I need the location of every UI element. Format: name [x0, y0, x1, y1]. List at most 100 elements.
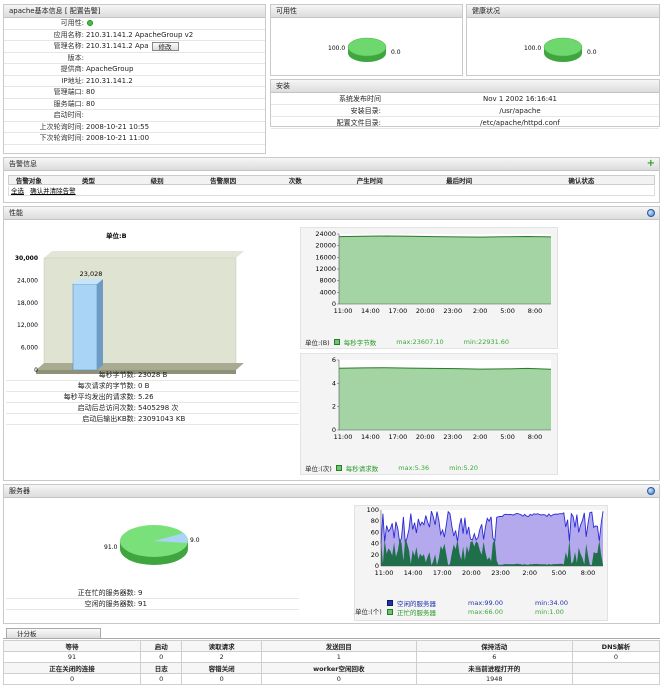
- busy-max-label: max:66.00: [468, 608, 503, 616]
- health-pie: 100.0 0.0: [524, 37, 597, 62]
- install-key: 配置文件目录:: [336, 119, 381, 127]
- basic-info-key: 管理端口:: [53, 88, 84, 96]
- install-key: 安装目录:: [350, 107, 381, 115]
- busy-series-area: [381, 538, 603, 566]
- zoom-icon[interactable]: [647, 209, 655, 217]
- basic-info-value: 80: [84, 99, 265, 110]
- bar-unit-label: 单位:B: [106, 231, 127, 240]
- server-x-tick-label: 20:00: [462, 569, 481, 577]
- basic-info-key: 应用名称:: [53, 30, 84, 39]
- alarm-title: 告警信息: [4, 158, 659, 171]
- basic-info-value-text: 80: [86, 99, 95, 108]
- alarm-actions: 全选 确认并清除告警: [8, 186, 655, 196]
- basic-info-key: 可用性:: [60, 19, 84, 27]
- idle-min-label: min:34.00: [534, 599, 569, 607]
- alarm-column-header[interactable]: 最后时间: [446, 177, 473, 185]
- server-y-tick-label: 60: [371, 528, 379, 536]
- performance-stat-value: 23028 B: [138, 371, 168, 379]
- server-stat-key: 正在忙的服务器数:: [77, 589, 136, 597]
- basic-info-value-text: 210.31.141.2 ApacheGroup v2: [86, 30, 194, 39]
- basic-info-key: 版本:: [67, 53, 84, 62]
- scoreboard-tab[interactable]: 计分板: [6, 628, 101, 638]
- bytes-legend-label: 每秒字节数: [343, 339, 377, 347]
- alarm-column-header[interactable]: 级别: [150, 177, 164, 185]
- scoreboard-value-cell: [571, 673, 661, 685]
- scoreboard-header-cell: DNS解析: [571, 640, 661, 652]
- bar-y-tick-label: 6,000: [21, 345, 38, 352]
- basic-info-row: 管理端口: 80: [4, 87, 265, 99]
- performance-stat-row: 每次请求的字节数: 0 B: [6, 381, 299, 392]
- scoreboard-value-cell: 1948: [415, 673, 573, 685]
- requests-legend-checkbox[interactable]: [335, 465, 342, 471]
- basic-info-key: 上次轮询时间:: [39, 122, 84, 131]
- alarm-column-header[interactable]: 告警对象: [15, 177, 42, 185]
- y-tick-label: 8000: [319, 277, 336, 285]
- x-tick-label: 20:00: [416, 307, 435, 315]
- alarm-column-header[interactable]: 告警原因: [210, 177, 237, 185]
- bytes-legend-checkbox[interactable]: [333, 339, 340, 345]
- server-area-chart-box: 100 80 60 40 20 0 11:00 14:00 17:00 20:00 23:00 2:0…: [354, 505, 608, 621]
- alarm-column-header[interactable]: 确认状态: [568, 177, 595, 185]
- bytes-max-label: max:23607.10: [396, 338, 444, 346]
- idle-max-label: max:99.00: [468, 599, 503, 607]
- basic-info-key: 启动时间:: [53, 111, 84, 119]
- install-value: Nov 1 2002 16:16:41: [482, 95, 558, 103]
- basic-info-value: 2008-10-21 10:55: [84, 122, 265, 133]
- server-area-chart: 100 80 60 40 20 011:00 14:00 17:00 20:00 23:00 2:0…: [367, 506, 604, 577]
- bytes-bar-chart: 单位:B 30,000 24,000 18,000 12,000 6,000 0 23,0…: [15, 231, 244, 374]
- idle-legend-checkbox[interactable]: [387, 600, 393, 606]
- confirm-clear-link[interactable]: 确认并清除告警: [30, 187, 76, 195]
- idle-series-area: [381, 511, 603, 566]
- y-tick-label: 4000: [319, 288, 336, 296]
- basic-info-row: 管理名称: 210.31.141.2 Apa 修改: [4, 41, 265, 53]
- y-tick-label: 12000: [315, 265, 336, 273]
- x-tick-label: 5:00: [500, 433, 515, 441]
- scoreboard-table: 等待 启动 读取请求 发送回目 保持活动 DNS解析 91 0 2 1 6 0 正在关闭的连接 日志 容错关…: [2, 640, 661, 685]
- requests-line-chart-box: 6 4 2 0 11:00 14:00 17:00 20:00 23:00 2:00 5:00 8:0…: [300, 353, 558, 475]
- scoreboard-header-cell: 发送回目: [260, 640, 417, 652]
- x-tick-label: 5:00: [500, 307, 515, 315]
- bar-mark: [72, 283, 98, 371]
- scoreboard-header-cell: 启动: [140, 640, 183, 652]
- bar-y-tick-label: 0: [34, 367, 38, 374]
- basic-info-value-text: 210.31.141.2: [86, 76, 133, 85]
- scoreboard-header-cell: 保持活动: [415, 640, 573, 652]
- idle-series-line: [380, 510, 604, 544]
- modify-button[interactable]: 修改: [151, 41, 179, 51]
- alarm-column-header[interactable]: 类型: [82, 177, 95, 185]
- scoreboard-row: 91 0 2 1 6 0: [2, 651, 661, 663]
- bar-plot-top: [44, 251, 244, 258]
- bar-y-tick-label: 30,000: [15, 255, 38, 262]
- scoreboard-value-cell: 6: [415, 651, 573, 663]
- alarm-column-header[interactable]: 产生时间: [356, 177, 383, 185]
- alarm-panel: 告警信息 + 告警对象 类型 级别 告警原因 次数 产生时间 最后时间 确认状态 全选 确认并…: [3, 157, 660, 203]
- server-pie-idle-label: 91.0: [104, 544, 118, 551]
- requests-max-label: max:5.36: [398, 464, 430, 472]
- server-x-tick-label: 17:00: [433, 569, 452, 577]
- busy-legend-checkbox[interactable]: [387, 609, 393, 615]
- select-all-link[interactable]: 全选: [11, 187, 24, 195]
- busy-min-label: min:1.00: [534, 608, 564, 616]
- install-row: 安装目录: /usr/apache: [271, 105, 659, 117]
- scoreboard-row: 等待 启动 读取请求 发送回目 保持活动 DNS解析: [2, 640, 661, 652]
- add-alarm-icon[interactable]: +: [646, 158, 655, 169]
- bytes-legend-row: 单位:(B) 每秒字节数 max:23607.10 min:22931.60: [305, 337, 509, 347]
- performance-stats-list: 每秒字节数: 23028 B 每次请求的字节数: 0 B 每秒平均发出的请求数: 5.26…: [6, 370, 299, 425]
- scoreboard-value-cell: 91: [2, 651, 142, 663]
- requests-legend-label: 每秒请求数: [345, 465, 379, 473]
- performance-stat-row: 每秒字节数: 23028 B: [6, 370, 299, 381]
- idle-legend-row: 空闲的服务器 max:99.00 min:34.00: [387, 598, 568, 608]
- availability-title: 可用性: [271, 5, 462, 18]
- performance-stat-row: 启动后总访问次数: 5405298 次: [6, 403, 299, 414]
- bar-y-tick-label: 24,000: [17, 277, 38, 284]
- scoreboard-header-cell: 等待: [2, 640, 142, 652]
- scoreboard-value-cell: 0: [140, 673, 183, 685]
- x-tick-label: 11:00: [334, 307, 353, 315]
- alarm-column-header[interactable]: 次数: [288, 177, 302, 185]
- server-stat-row: 正在忙的服务器数: 9: [6, 588, 299, 599]
- x-tick-label: 8:00: [528, 433, 543, 441]
- install-value: /etc/apache/httpd.conf: [480, 119, 560, 127]
- x-tick-label: 23:00: [443, 433, 462, 441]
- server-zoom-icon[interactable]: [647, 487, 655, 495]
- busy-legend-row: 正忙的服务器 max:66.00 min:1.00: [387, 607, 564, 617]
